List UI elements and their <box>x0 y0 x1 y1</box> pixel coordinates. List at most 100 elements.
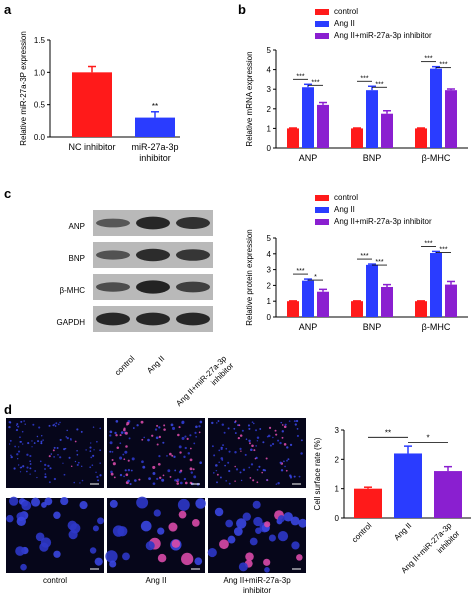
micrograph-1-cell-48 <box>152 472 156 475</box>
micrograph-3-cell-11 <box>6 514 14 523</box>
d-bar-1 <box>394 453 422 518</box>
micrograph-4-cell-0 <box>157 553 167 563</box>
panel-label-c: c <box>4 186 12 201</box>
micrograph-2-cell-72 <box>258 465 261 468</box>
micrograph-2-cell-30 <box>220 448 223 451</box>
micrograph-1-cell-57 <box>131 457 135 461</box>
micrograph-0-cell-65 <box>52 449 55 452</box>
micrograph-2-cell-73 <box>211 445 214 448</box>
micrograph-0-cell-33 <box>53 477 57 481</box>
legend-b-inhib: Ang II+miR-27a-3p inhibitor <box>315 31 432 40</box>
micrograph-2-cell-113 <box>259 428 262 430</box>
a-ytick-label-1: 0.5 <box>34 101 46 110</box>
micrograph-2-cell-104 <box>300 439 303 442</box>
b-bar-0-2 <box>317 104 329 148</box>
blot-band-1-1 <box>136 248 170 262</box>
c-bar-0-2 <box>317 291 329 317</box>
micrograph-3-cell-24 <box>16 516 26 527</box>
micrograph-0-cell-15 <box>97 479 100 482</box>
b-bar-2-1 <box>430 68 442 148</box>
micrograph-0-cell-105 <box>76 463 79 466</box>
micrograph-0 <box>6 418 104 488</box>
micrograph-1-cell-15 <box>162 441 165 444</box>
micrograph-1-cell-117 <box>124 431 128 435</box>
micrograph-0-cell-59 <box>93 449 95 451</box>
micrograph-2-cell-95 <box>227 461 230 464</box>
micrograph-5-cell-18 <box>277 515 285 523</box>
micrograph-0-cell-54 <box>80 465 83 467</box>
micrograph-5-cell-27 <box>219 539 229 550</box>
micrograph-1-cell-96 <box>181 420 185 424</box>
micrograph-4-cell-11 <box>177 498 190 511</box>
micrograph-2-cell-66 <box>272 436 274 439</box>
micrograph-2-cell-94 <box>235 468 239 471</box>
chart-b: 0 1 2 3 4 5 Relative mRNA expression ANP *** *** B… <box>245 46 468 163</box>
micrograph-3-cell-16 <box>67 520 78 531</box>
b-sig-b-0: *** <box>311 79 319 86</box>
micrograph-0-cell-108 <box>21 430 24 433</box>
b-ytick-label-0: 0 <box>267 144 272 153</box>
b-bar-0-1 <box>302 87 314 148</box>
micrograph-1-cell-44 <box>193 475 197 479</box>
legend-b-control: control <box>315 7 358 16</box>
micrograph-2-cell-88 <box>217 420 220 422</box>
micrograph-0-cell-60 <box>90 442 92 444</box>
b-ytick-label-4: 4 <box>267 66 272 75</box>
micrograph-0-cell-85 <box>81 479 84 482</box>
micrograph-1-cell-94 <box>174 479 177 482</box>
micrograph-0-cell-97 <box>36 476 38 479</box>
micrograph-3-cell-4 <box>97 517 104 525</box>
a-ytick-label-3: 1.5 <box>34 36 46 45</box>
micrograph-0-cell-0 <box>53 456 55 458</box>
micrograph-2-cell-63 <box>277 481 280 485</box>
micrograph-2-cell-56 <box>279 461 282 464</box>
d-bar-0 <box>354 488 382 518</box>
micrograph-2-cell-38 <box>265 457 268 460</box>
micrograph-0-cell-36 <box>48 424 51 427</box>
micrograph-5-cell-29 <box>249 537 258 546</box>
micrograph-1-cell-75 <box>180 469 183 472</box>
b-xtick-label-0: ANP <box>299 153 318 163</box>
micrograph-1-cell-17 <box>174 469 177 472</box>
micrograph-0-cell-45 <box>31 446 33 448</box>
micrograph-0-cell-71 <box>70 465 73 468</box>
micrograph-2-cell-13 <box>248 439 251 443</box>
micrograph-2-cell-43 <box>251 444 254 448</box>
micrograph-0-cell-98 <box>20 440 22 443</box>
micrograph-0-cell-18 <box>8 443 11 445</box>
micrograph-0-cell-27 <box>17 450 21 453</box>
micrograph-1-cell-60 <box>124 469 127 472</box>
micrograph-1-cell-97 <box>159 476 162 479</box>
micrograph-2-cell-17 <box>227 427 230 430</box>
blot-band-3-0 <box>96 312 130 326</box>
micrograph-1-cell-108 <box>163 428 166 431</box>
micrograph-1-cell-106 <box>136 424 139 427</box>
micrograph-0-cell-28 <box>49 467 52 470</box>
micrograph-0-cell-88 <box>39 460 42 463</box>
micrograph-0-cell-44 <box>90 456 93 459</box>
micrograph-3 <box>6 498 104 573</box>
micrograph-1-cell-65 <box>116 446 120 450</box>
micrograph-0-cell-3 <box>29 463 32 465</box>
c-sig-b-1: *** <box>375 259 383 266</box>
micrograph-1-cell-54 <box>109 441 113 445</box>
micrograph-1-cell-8 <box>169 475 172 478</box>
micrograph-2-cell-69 <box>242 468 246 472</box>
micrograph-2-cell-74 <box>249 477 252 479</box>
blot-image <box>93 208 213 336</box>
a-xtick-label-1: miR-27a-3p <box>131 142 178 152</box>
b-bar-1-0 <box>351 128 363 148</box>
micrograph-2-cell-67 <box>286 459 288 462</box>
micrograph-1-cell-77 <box>178 445 182 449</box>
c-bar-2-2 <box>445 284 457 317</box>
micrograph-2-cell-76 <box>289 476 293 479</box>
micrograph-2-cell-102 <box>221 459 224 461</box>
micrograph-4-cell-3 <box>168 522 178 532</box>
blot-band-2-1 <box>136 280 170 294</box>
micro-label-control: control <box>42 576 67 585</box>
legend-label-control: control <box>334 7 359 16</box>
micrograph-1-cell-88 <box>173 455 176 459</box>
micrograph-4-cell-4 <box>136 496 149 509</box>
b-xtick-label-2: β-MHC <box>422 153 451 163</box>
micrograph-2-cell-11 <box>283 425 287 429</box>
